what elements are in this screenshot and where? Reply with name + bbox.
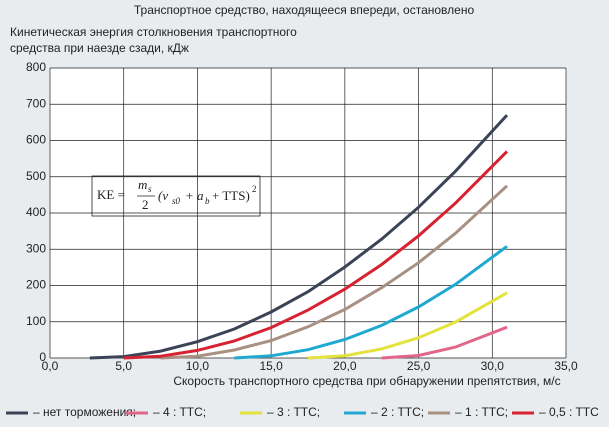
formula-text: + TTS) bbox=[212, 188, 250, 203]
x-tick-label: 25,0 bbox=[407, 359, 431, 373]
legend-label: – 2 : TTC; bbox=[371, 405, 424, 419]
legend-label: – 1 : TTC; bbox=[455, 405, 508, 419]
y-tick-label: 200 bbox=[26, 278, 46, 292]
y-tick-label: 0 bbox=[39, 350, 46, 364]
x-tick-label: 35,0 bbox=[554, 359, 578, 373]
formula-text: 2 bbox=[142, 197, 149, 212]
series-line bbox=[160, 184, 509, 360]
chart-title: Транспортное средство, находящееся впере… bbox=[134, 3, 475, 17]
formula-text: m bbox=[138, 177, 147, 192]
y-tick-label: 300 bbox=[26, 241, 46, 255]
legend-label: – 4 : TTC; bbox=[153, 405, 206, 419]
formula-text: s0 bbox=[172, 196, 181, 206]
formula-text: 2 bbox=[252, 184, 257, 194]
x-tick-label: 0,0 bbox=[42, 359, 59, 373]
y-tick-label: 500 bbox=[26, 169, 46, 183]
legend-label: – 0,5 : TTC bbox=[539, 405, 599, 419]
formula-box bbox=[91, 175, 261, 217]
y-tick-label: 400 bbox=[26, 205, 46, 219]
formula-text: (v bbox=[158, 188, 168, 203]
x-tick-label: 20,0 bbox=[333, 359, 357, 373]
y-tick-label: 800 bbox=[26, 60, 46, 74]
y-axis-label: средства при наезде сзади, кДж bbox=[10, 41, 189, 55]
series-line bbox=[307, 291, 508, 360]
y-tick-label: 100 bbox=[26, 314, 46, 328]
x-tick-label: 10,0 bbox=[186, 359, 210, 373]
legend-label: – нет торможения; bbox=[33, 405, 136, 419]
series-line bbox=[381, 325, 508, 360]
formula-text: b bbox=[205, 196, 210, 206]
x-tick-label: 15,0 bbox=[259, 359, 283, 373]
series-line bbox=[123, 150, 509, 360]
formula-text: s bbox=[148, 184, 152, 194]
formula-text: KE = bbox=[97, 187, 125, 202]
y-tick-label: 700 bbox=[26, 96, 46, 110]
y-axis-label: Кинетическая энергия столкновения трансп… bbox=[10, 25, 297, 39]
y-tick-label: 600 bbox=[26, 133, 46, 147]
formula: KE = m s 2 (v s0 + a b + TTS) 2 bbox=[91, 175, 261, 217]
x-axis-label: Скорость транспортного средства при обна… bbox=[173, 374, 560, 388]
legend-label: – 3 : TTC; bbox=[267, 405, 320, 419]
formula-text: + a bbox=[185, 188, 204, 203]
series-line bbox=[89, 114, 509, 360]
series-line bbox=[234, 245, 508, 360]
x-tick-label: 30,0 bbox=[481, 359, 505, 373]
x-tick-label: 5,0 bbox=[115, 359, 132, 373]
